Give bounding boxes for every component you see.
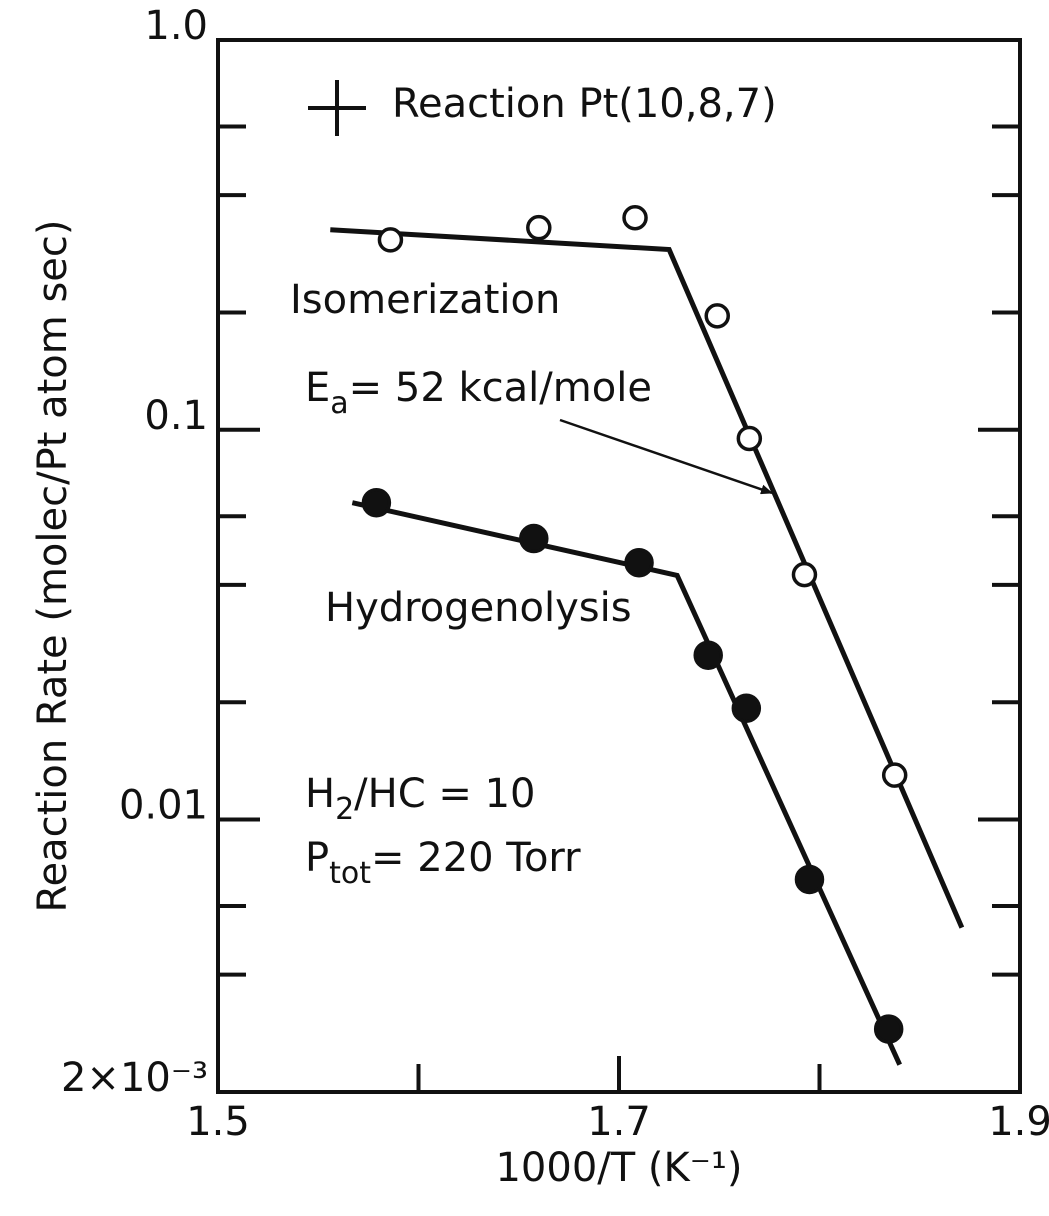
data-point xyxy=(526,214,552,241)
series-label: Hydrogenolysis xyxy=(325,585,632,631)
ea-text: E xyxy=(305,365,330,411)
ratio-text: H xyxy=(305,771,335,817)
y-axis-label: Reaction Rate (molec/Pt atom sec) xyxy=(30,219,76,912)
y-tick-label: 2×10⁻³ xyxy=(61,1055,208,1101)
data-point xyxy=(736,425,763,452)
data-point xyxy=(791,561,818,588)
x-tick-label: 1.5 xyxy=(186,1099,250,1145)
pressure-rest: = 220 Torr xyxy=(371,835,581,881)
y-tick-label: 0.1 xyxy=(144,393,208,439)
data-point xyxy=(873,1014,904,1044)
series-label: Isomerization xyxy=(290,277,560,323)
ratio-note: H2/HC = 10 xyxy=(305,771,536,827)
ratio-rest: /HC = 10 xyxy=(354,771,535,817)
data-point xyxy=(624,547,654,578)
y-tick-label: 1.0 xyxy=(144,3,208,49)
fit-line xyxy=(351,500,902,1066)
pressure-note: Ptot= 220 Torr xyxy=(305,835,581,891)
pressure-sub: tot xyxy=(329,856,371,891)
data-point xyxy=(361,487,392,518)
data-point xyxy=(377,227,404,253)
ea-note: Ea= 52 kcal/mole xyxy=(305,365,652,421)
y-tick-label: 0.01 xyxy=(119,783,208,829)
data-point xyxy=(519,523,549,554)
legend-note: Reaction Pt(10,8,7) xyxy=(392,81,777,127)
fit-line xyxy=(330,227,965,929)
ratio-sub: 2 xyxy=(335,792,354,827)
plot-frame xyxy=(216,38,1022,1094)
pressure-text: P xyxy=(305,835,329,881)
data-point xyxy=(622,204,648,231)
ea-sub: a xyxy=(330,386,348,421)
ea-rest: = 52 kcal/mole xyxy=(349,365,652,411)
data-point xyxy=(693,640,723,670)
legend-plus xyxy=(308,80,366,136)
x-tick-label: 1.9 xyxy=(988,1099,1049,1145)
data-point xyxy=(731,693,762,724)
data-point xyxy=(794,864,825,895)
x-tick-label: 1.7 xyxy=(587,1099,651,1145)
data-point xyxy=(704,303,730,329)
ea-arrow xyxy=(559,418,773,495)
x-axis-label: 1000/T (K⁻¹) xyxy=(495,1145,742,1191)
data-point xyxy=(881,762,908,788)
